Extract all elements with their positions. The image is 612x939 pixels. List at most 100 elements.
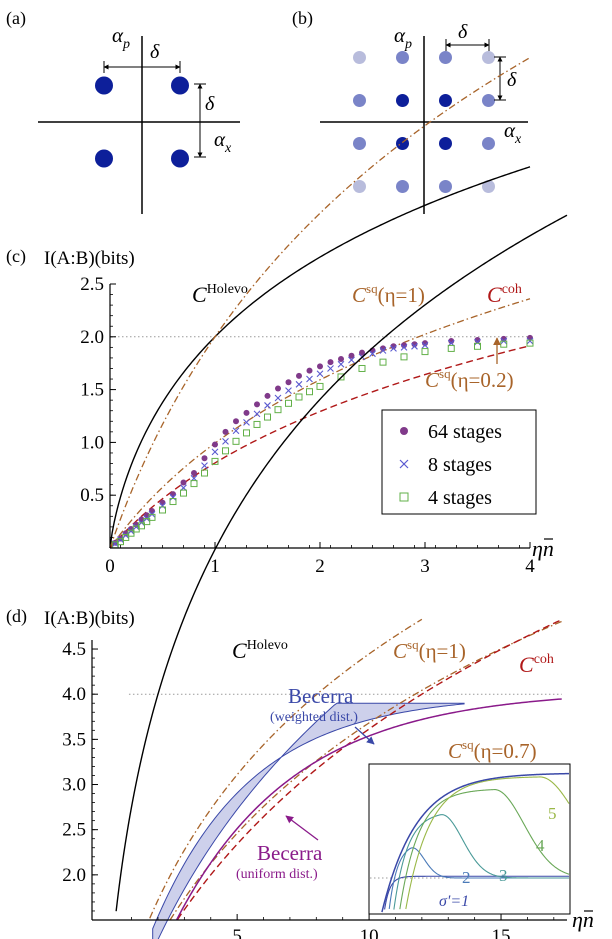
panel-d-sq1-label: Csq(η=1) (393, 637, 466, 663)
panel-c-point-8-b-20 (285, 387, 292, 395)
panel-c-point-4-29 (447, 344, 455, 352)
panel-c-point-8-b-9 (169, 493, 177, 501)
inset-curve-5 (405, 776, 570, 910)
panel-c-point-64-36 (500, 335, 507, 342)
panel-c-point-8-12 (201, 462, 208, 470)
panel-c-point-8-20 (285, 387, 292, 395)
panel-c-point-64-30 (390, 343, 397, 350)
panel-c-xlabel: ηn (532, 536, 554, 561)
panel-a-p-label: αp (112, 23, 130, 52)
panel-c-point-8-37 (526, 337, 534, 345)
panel-c-point-8-31 (400, 343, 408, 351)
panel-c-point-8-b-32 (411, 342, 418, 350)
panel-c-point-64-18 (264, 392, 271, 399)
inset-label-4: 4 (536, 836, 545, 855)
panel-d: (d) I(A:B)(bits) 5 10 152.02.53.03.54.04.5… (6, 214, 594, 939)
panel-c-ylabel: I(A:B)(bits) (44, 248, 135, 269)
becerra-uniform-note: (uniform dist.) (236, 867, 318, 882)
panel-d-sq1-curve (149, 618, 423, 919)
panel-c-point-64-16 (243, 409, 250, 416)
panel-c-point-64-20 (285, 379, 292, 386)
panel-c-point-4-3 (127, 529, 135, 537)
panel-c-point-8-b-37 (526, 337, 534, 345)
panel-c-point-64-0 (112, 539, 119, 546)
panel-d-coh-curve (176, 618, 563, 920)
panel-b: (b) αp αx δ δ (292, 8, 528, 214)
legend-label-8: 8 stages (428, 454, 492, 476)
panel-c-point-4-15 (232, 437, 240, 445)
panel-c-sq1-label: Csq(η=1) (352, 281, 425, 307)
panel-c-markers (111, 334, 534, 549)
panel-c-point-64-17 (254, 401, 260, 408)
legend-marker-4 (399, 492, 409, 502)
panel-c-point-64-27 (359, 349, 365, 356)
legend-marker-64 (400, 427, 408, 435)
becerra-weighted-label: Becerra (288, 684, 354, 708)
panel-d-holevo-label: CHolevo (232, 638, 288, 663)
panel-b-point-7 (482, 94, 495, 107)
panel-c-point-8-16 (243, 418, 250, 426)
panel-c-point-8-25 (337, 360, 345, 368)
inset-envelope (381, 772, 570, 913)
panel-c-point-64-14 (222, 428, 229, 435)
panel-c-point-4-23 (316, 382, 324, 390)
inset-label-1: σ'=1 (439, 893, 469, 910)
panel-c-point-8-21 (295, 380, 303, 388)
panel-a-point-2 (95, 149, 113, 168)
panel-d-xtick-label-0: 5 (232, 926, 242, 939)
panel-b-p-label: αp (394, 23, 412, 52)
panel-b-point-12 (353, 180, 366, 193)
panel-c-point-64-7 (149, 508, 155, 515)
panel-c-point-8-32 (411, 342, 418, 350)
panel-c-point-8-b-30 (390, 345, 397, 352)
panel-c-point-8-15 (232, 427, 240, 435)
panel-c-point-64-26 (348, 352, 355, 359)
becerra-weighted-arrow (354, 726, 375, 745)
panel-c-point-8-b-15 (232, 427, 240, 435)
inset-curve-4 (399, 789, 570, 910)
panel-c-point-4-26 (379, 358, 387, 366)
panel-c-point-4-28 (421, 348, 429, 356)
panel-c-point-8-b-29 (379, 347, 387, 354)
panel-d-ytick-label-5: 4.5 (62, 639, 86, 660)
panel-c-xtick-label-1: 1 (210, 556, 220, 577)
panel-c-point-4-18 (264, 413, 271, 421)
panel-d-ytick-label-1: 2.5 (62, 820, 86, 841)
panel-c-point-64-21 (296, 372, 302, 379)
panel-c-point-8-b-31 (400, 343, 408, 351)
panel-b-point-14 (439, 180, 452, 193)
panel-c-point-8-b-22 (306, 375, 313, 383)
panel-c-point-4-13 (211, 457, 219, 465)
inset-label-5: 5 (548, 804, 557, 823)
panel-c-point-4-2 (122, 533, 130, 541)
panel-d-xtick-label-2: 15 (492, 926, 511, 939)
panel-c-point-64-31 (401, 342, 407, 349)
panel-c-point-64-32 (411, 341, 418, 348)
panel-c-point-8-8 (159, 502, 166, 510)
panel-b-point-1 (396, 51, 409, 64)
panel-c-point-8-b-28 (369, 350, 376, 358)
panel-b-point-3 (482, 51, 495, 64)
becerra-weighted-note: (weighted dist.) (270, 710, 358, 725)
panel-c-point-8-23 (316, 370, 324, 378)
panel-b-point-15 (482, 180, 495, 193)
panel-a-point-1 (171, 76, 189, 95)
panel-b-point-8 (353, 137, 366, 150)
panel-c-point-8-b-21 (295, 380, 303, 388)
panel-b-point-5 (396, 94, 409, 107)
panel-a-delta-h-label: δ (150, 41, 160, 63)
panel-c-point-4-10 (180, 489, 187, 497)
panel-c-ytick-label-4: 2.5 (80, 274, 104, 295)
panel-c-point-8-19 (274, 394, 282, 402)
panel-c-point-8-b-13 (211, 448, 219, 456)
panel-c-holevo-curve (109, 166, 531, 549)
panel-a-point-0 (95, 76, 113, 95)
becerra-uniform-arrow (285, 815, 319, 841)
panel-c-point-8-14 (222, 437, 229, 445)
panel-a-delta-v-label: δ (205, 93, 215, 115)
panel-c-point-8-22 (306, 375, 313, 383)
panel-c-point-8-28 (369, 350, 376, 358)
panel-c-point-8-24 (327, 365, 334, 372)
inset-curves (370, 772, 570, 913)
